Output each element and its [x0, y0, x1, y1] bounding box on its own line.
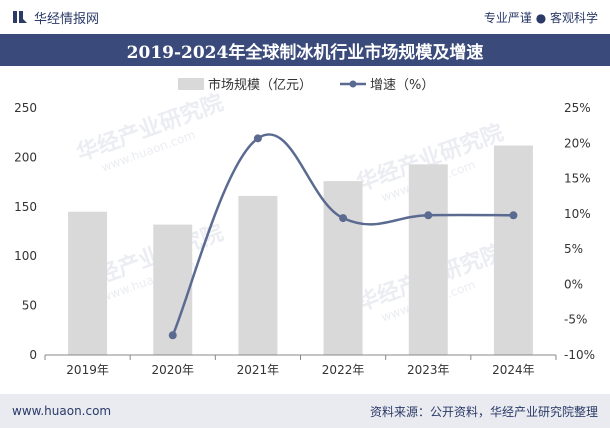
growth-point-2021年 — [253, 134, 262, 143]
y-right-tick-label: 10% — [564, 207, 591, 221]
y-right-tick-label: 20% — [564, 136, 591, 150]
bar-2022年 — [323, 181, 363, 355]
slogan: 专业严谨 ● 客观科学 — [483, 10, 598, 25]
footer-source: 资料来源：公开资料，华经产业研究院整理 — [369, 404, 598, 419]
bar-2024年 — [493, 145, 533, 355]
legend: 市场规模（亿元） 增速（%） — [178, 77, 434, 93]
bar-2021年 — [238, 195, 278, 355]
bar-2019年 — [68, 211, 108, 355]
y-left-tick-label: 200 — [14, 150, 37, 164]
top-bar: 华经情报网 专业严谨 ● 客观科学 — [0, 0, 610, 34]
y-left-tick-label: 50 — [22, 299, 37, 313]
y-left-tick-label: 250 — [14, 101, 37, 115]
x-tick-label: 2022年 — [322, 363, 365, 377]
brand-logo-icon — [13, 11, 27, 23]
legend-bar-swatch — [178, 78, 204, 90]
growth-point-2020年 — [168, 331, 177, 340]
y-left-tick-label: 150 — [14, 200, 37, 214]
bar-2023年 — [408, 164, 448, 355]
chart-title: 2019-2024年全球制冰机行业市场规模及增速 — [0, 34, 610, 66]
x-tick-label: 2024年 — [492, 363, 535, 377]
growth-point-2024年 — [509, 211, 518, 220]
growth-point-2022年 — [339, 214, 348, 223]
brand: 华经情报网 — [12, 8, 99, 27]
x-tick-label: 2021年 — [237, 363, 280, 377]
x-tick-label: 2020年 — [151, 363, 194, 377]
growth-point-2023年 — [424, 211, 433, 220]
chart: 华经产业研究院www.huaon.com华经产业研究院www.huaon.com… — [14, 77, 595, 377]
legend-line-label: 增速（%） — [370, 78, 434, 93]
y-right-tick-label: -10% — [564, 348, 595, 362]
y-right-tick-label: -5% — [564, 313, 587, 327]
y-right-tick-label: 0% — [564, 277, 583, 291]
y-left-tick-label: 0 — [29, 348, 37, 362]
y-right-tick-label: 15% — [564, 172, 591, 186]
footer: www.huaon.com 资料来源：公开资料，华经产业研究院整理 — [0, 394, 610, 428]
y-right-tick-label: 5% — [564, 242, 583, 256]
growth-line — [171, 133, 514, 336]
y-left-tick-label: 100 — [14, 249, 37, 263]
brand-name: 华经情报网 — [34, 11, 100, 27]
x-tick-label: 2023年 — [407, 363, 450, 377]
y-right-tick-label: 25% — [564, 101, 591, 115]
x-tick-label: 2019年 — [66, 363, 109, 377]
legend-bar-label: 市场规模（亿元） — [208, 77, 312, 93]
footer-url[interactable]: www.huaon.com — [12, 404, 112, 418]
legend-line-marker — [349, 80, 357, 88]
